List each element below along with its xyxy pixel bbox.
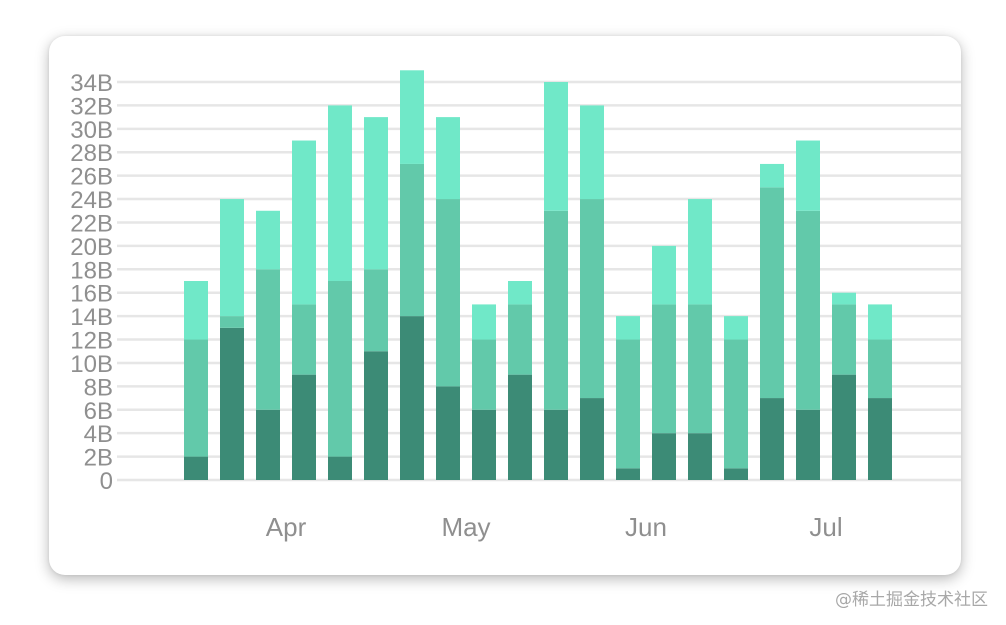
chart-card: 0 2B 4B 6B 8B 10B 12B 14B 16B 18B 20B 22B 24B 26B 28B 3… xyxy=(49,36,961,575)
bar-segment-series-3 xyxy=(724,316,748,340)
bar-segment-series-3 xyxy=(364,117,388,270)
y-tick-label: 8B xyxy=(84,374,113,401)
y-tick-label: 30B xyxy=(70,117,113,144)
bar-segment-series-3 xyxy=(292,140,316,305)
bar-segment-series-3 xyxy=(220,199,244,317)
stacked-bar-chart: 02B4B6B8B10B12B14B16B18B20B22B24B26B28B3… xyxy=(70,70,961,542)
y-tick-label: 2B xyxy=(84,445,113,472)
y-tick-label: 4B xyxy=(84,421,113,448)
bar-segment-series-2 xyxy=(400,163,424,317)
bar-segment-series-3 xyxy=(652,245,676,305)
y-tick-label: 24B xyxy=(70,187,113,214)
bar-segment-series-1 xyxy=(688,433,712,480)
bar-segment-series-2 xyxy=(256,269,280,410)
y-tick-label: 26B xyxy=(70,164,113,191)
x-tick-label: Jul xyxy=(809,512,842,542)
bar-segment-series-1 xyxy=(796,409,820,480)
bar-segment-series-1 xyxy=(220,327,244,480)
bar-segment-series-1 xyxy=(436,386,460,480)
bar-segment-series-1 xyxy=(580,398,604,480)
bar-segment-series-3 xyxy=(580,105,604,200)
bar-segment-series-3 xyxy=(688,199,712,305)
bar-segment-series-1 xyxy=(328,456,352,480)
bar-segment-series-2 xyxy=(220,316,244,328)
x-axis: Apr May Jun Jul xyxy=(266,512,843,542)
bar-segment-series-2 xyxy=(508,304,532,375)
bar-segment-series-1 xyxy=(724,468,748,480)
bar-segment-series-3 xyxy=(616,316,640,340)
y-tick-label: 22B xyxy=(70,210,113,237)
bar-segment-series-1 xyxy=(508,374,532,480)
bar-segment-series-1 xyxy=(760,398,784,480)
bar-segment-series-2 xyxy=(796,210,820,410)
bar-segment-series-3 xyxy=(760,163,784,188)
y-tick-label: 10B xyxy=(70,351,113,378)
bar-segment-series-3 xyxy=(832,292,856,305)
y-tick-label: 6B xyxy=(84,398,113,425)
bar-segment-series-1 xyxy=(472,409,496,480)
bar-segment-series-1 xyxy=(544,409,568,480)
bar-segment-series-1 xyxy=(292,374,316,480)
bar-segment-series-2 xyxy=(832,304,856,375)
y-axis: 02B4B6B8B10B12B14B16B18B20B22B24B26B28B3… xyxy=(70,70,113,495)
bar-segment-series-3 xyxy=(508,281,532,305)
watermark: @稀土掘金技术社区 xyxy=(835,590,988,610)
bar-segment-series-1 xyxy=(400,316,424,480)
x-tick-label: May xyxy=(441,512,490,542)
bar-segment-series-2 xyxy=(616,339,640,469)
bar-segment-series-2 xyxy=(328,281,352,457)
bar-segment-series-3 xyxy=(400,70,424,164)
y-tick-label: 20B xyxy=(70,234,113,261)
bar-segment-series-2 xyxy=(364,269,388,352)
x-tick-label: Jun xyxy=(625,512,667,542)
y-tick-label: 12B xyxy=(70,328,113,355)
bar-segment-series-2 xyxy=(724,339,748,469)
bar-segment-series-3 xyxy=(328,105,352,281)
bar-segment-series-1 xyxy=(184,456,208,480)
bar-segment-series-1 xyxy=(868,398,892,480)
bar-segment-series-1 xyxy=(364,351,388,480)
bar-segment-series-2 xyxy=(688,304,712,434)
bar-segment-series-2 xyxy=(760,187,784,399)
bars xyxy=(184,70,892,480)
bar-segment-series-2 xyxy=(436,199,460,387)
bar-segment-series-2 xyxy=(868,339,892,399)
bar-segment-series-1 xyxy=(256,409,280,480)
y-tick-label: 32B xyxy=(70,93,113,120)
bar-segment-series-2 xyxy=(184,339,208,457)
bar-segment-series-2 xyxy=(652,304,676,434)
y-tick-label: 18B xyxy=(70,257,113,284)
bar-segment-series-3 xyxy=(256,210,280,270)
bar-segment-series-3 xyxy=(184,281,208,340)
y-tick-label: 14B xyxy=(70,304,113,331)
y-tick-label: 28B xyxy=(70,140,113,167)
bar-segment-series-3 xyxy=(472,304,496,340)
y-tick-label: 34B xyxy=(70,70,113,97)
bar-segment-series-1 xyxy=(616,468,640,480)
x-tick-label: Apr xyxy=(266,512,307,542)
bar-segment-series-1 xyxy=(832,374,856,480)
bar-segment-series-2 xyxy=(292,304,316,375)
bar-segment-series-2 xyxy=(544,210,568,410)
bar-segment-series-1 xyxy=(652,433,676,480)
bar-segment-series-3 xyxy=(544,82,568,211)
y-tick-label: 16B xyxy=(70,281,113,308)
bar-segment-series-2 xyxy=(580,199,604,399)
bar-segment-series-3 xyxy=(868,304,892,340)
bar-segment-series-3 xyxy=(796,140,820,211)
bar-segment-series-2 xyxy=(472,339,496,410)
bar-segment-series-3 xyxy=(436,117,460,200)
y-tick-label: 0 xyxy=(100,468,113,495)
